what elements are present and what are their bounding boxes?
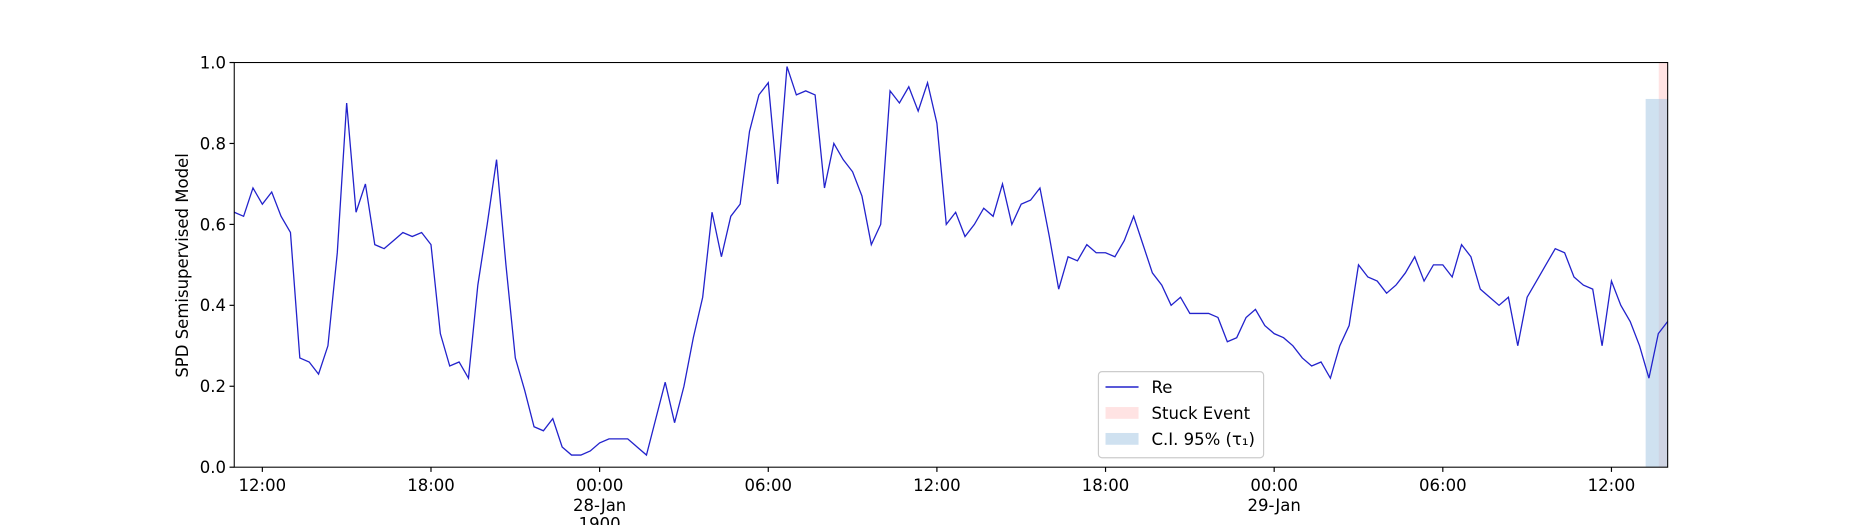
x-date-label: 1900 — [579, 515, 621, 525]
legend-patch — [1105, 407, 1139, 419]
x-tick-label: 12:00 — [239, 476, 287, 495]
legend-label: Re — [1152, 378, 1173, 397]
plot-frame — [233, 61, 1669, 468]
y-tick-label: 0.8 — [200, 134, 226, 153]
x-tick-label: 00:00 — [576, 476, 624, 495]
shaded-span — [1645, 98, 1668, 468]
y-tick-label: 0.6 — [200, 215, 226, 234]
x-tick-label: 18:00 — [1082, 476, 1130, 495]
legend-label: Stuck Event — [1152, 404, 1251, 423]
y-tick-label: 0.2 — [200, 377, 226, 396]
x-tick-label: 06:00 — [1419, 476, 1467, 495]
legend: Re Stuck Event C.I. 95% (τ₁) — [1097, 371, 1265, 459]
x-tick-label: 12:00 — [913, 476, 961, 495]
y-tick-label: 0.4 — [200, 296, 226, 315]
y-axis-label: SPD Semisupervised Model — [173, 153, 192, 377]
x-tick-label: 06:00 — [744, 476, 792, 495]
x-tick-label: 12:00 — [1588, 476, 1636, 495]
x-date-label: 28-Jan — [573, 496, 626, 515]
y-tick-label: 0.0 — [200, 458, 226, 477]
legend-patch — [1105, 432, 1139, 445]
legend-box — [1097, 371, 1265, 459]
line-series — [233, 66, 1669, 457]
legend-label: C.I. 95% (τ₁) — [1152, 430, 1255, 449]
x-date-label: 29-Jan — [1248, 496, 1301, 515]
y-tick-label: 1.0 — [200, 53, 226, 72]
x-tick-label: 18:00 — [407, 476, 455, 495]
x-tick-label: 00:00 — [1250, 476, 1298, 495]
